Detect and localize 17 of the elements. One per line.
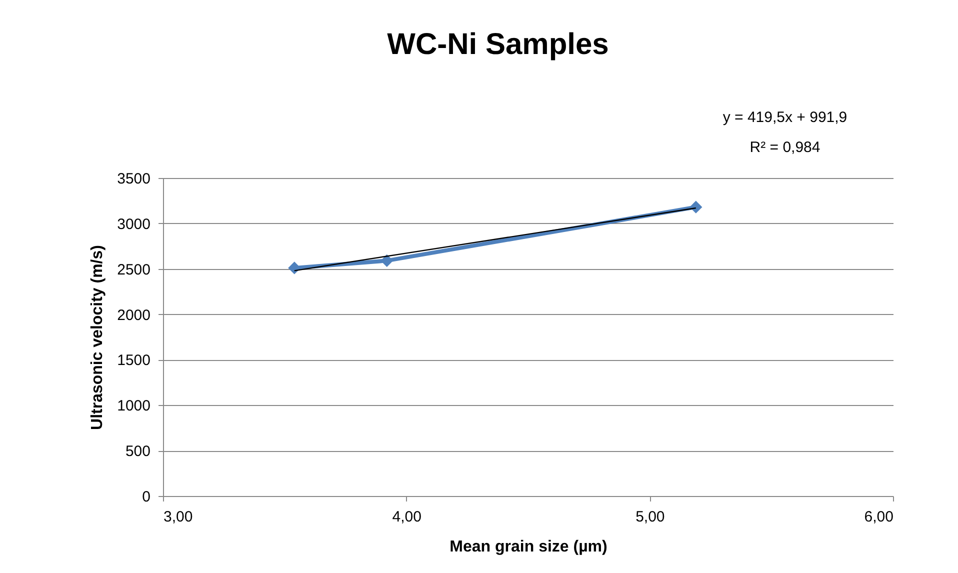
y-tick-label: 2000 [117, 306, 150, 324]
y-tick-label: 3500 [117, 170, 150, 188]
x-tick-label: 4,00 [392, 508, 422, 526]
y-tick-label: 1500 [117, 352, 150, 370]
x-tick-label: 6,00 [864, 508, 894, 526]
y-tick-label: 1000 [117, 398, 150, 415]
y-tick-label: 0 [142, 488, 150, 506]
text: R² = 0,984 [750, 139, 820, 156]
x-axis-title: Mean grain size (µm) [450, 538, 608, 556]
y-tick-label: 3000 [117, 216, 150, 233]
chart-title: WC-Ni Samples [387, 28, 609, 61]
text: y = 419,5x + 991,9 [722, 109, 848, 126]
y-axis-title: Ultrasonic velocity (m/s) [89, 245, 106, 430]
y-tick-label: 2500 [117, 261, 150, 278]
y-tick-label: 500 [125, 443, 150, 460]
x-tick-label: 5,00 [636, 508, 665, 526]
x-tick-label: 3,00 [164, 508, 193, 526]
